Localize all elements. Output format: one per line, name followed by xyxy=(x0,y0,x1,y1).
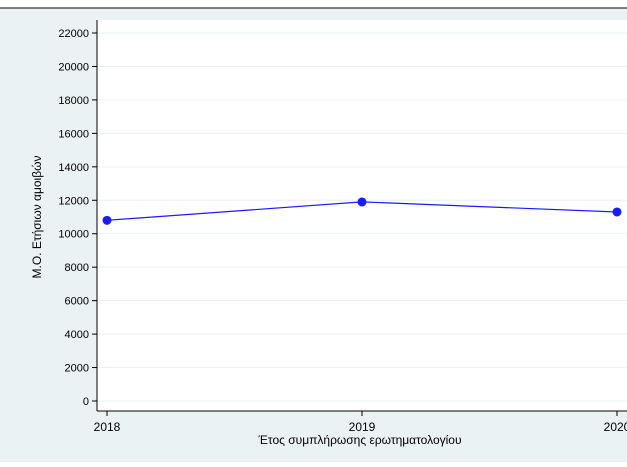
y-tick-label: 2000 xyxy=(65,363,89,375)
x-tick-label: 2020 xyxy=(604,420,627,434)
y-tick-label: 6000 xyxy=(65,296,89,308)
x-tick-label: 2018 xyxy=(94,420,121,434)
plot-area xyxy=(97,20,627,411)
y-axis-title: Μ.Ο. Ετήσιων αμοιβών xyxy=(30,156,44,279)
y-tick-label: 22000 xyxy=(58,28,89,40)
y-tick-label: 8000 xyxy=(65,262,89,274)
data-point xyxy=(357,197,367,207)
y-tick-label: 10000 xyxy=(58,229,89,241)
y-tick-label: 12000 xyxy=(58,195,89,207)
y-tick-label: 16000 xyxy=(58,128,89,140)
series-layer xyxy=(102,197,622,225)
y-tick-label: 14000 xyxy=(58,162,89,174)
y-tick-label: 0 xyxy=(83,396,89,408)
x-tick-label: 2019 xyxy=(349,420,376,434)
y-tick-label: 4000 xyxy=(65,329,89,341)
axes: 0 2000 4000 6000 8000 10000 12000 14000 16000 180… xyxy=(58,20,627,434)
data-point xyxy=(102,215,112,225)
y-tick-label: 20000 xyxy=(58,61,89,73)
x-axis-title: Έτος συμπλήρωσης ερωτηματολογίου xyxy=(257,433,461,447)
data-point xyxy=(612,207,622,217)
y-tick-label: 18000 xyxy=(58,95,89,107)
